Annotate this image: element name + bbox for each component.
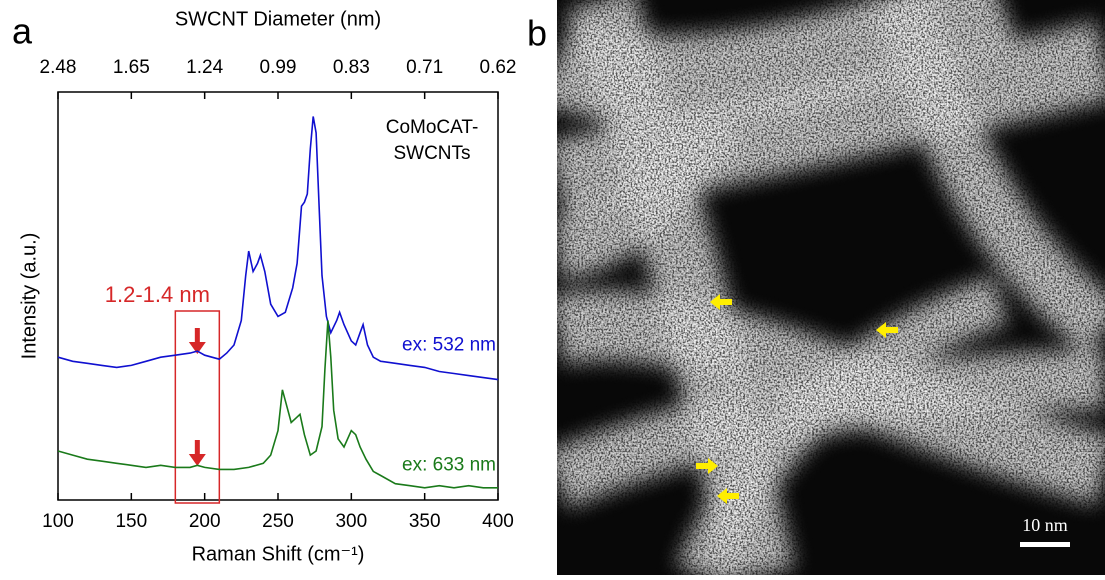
x-tick-label: 300 [335,511,367,532]
highlight-arrow [189,440,206,466]
x2-axis-title: SWCNT Diameter (nm) [175,8,381,30]
x-tick-label: 350 [409,511,441,532]
x-tick-label: 250 [262,511,294,532]
highlight-label: 1.2-1.4 nm [105,282,210,307]
figure: 10 nm b a SWCNT Diameter (nm) Raman Shif… [0,0,1105,575]
x-tick-label: 200 [189,511,221,532]
series-label: ex: 633 nm [402,455,496,476]
highlight-arrow [189,328,206,354]
x2-tick-label: 1.24 [186,57,223,78]
tem-image: 10 nm [557,0,1105,575]
x2-tick-label: 0.99 [260,57,297,78]
x-axis-title: Raman Shift (cm⁻¹) [192,543,365,565]
scale-bar-label: 10 nm [1022,515,1068,535]
y-axis-title: Intensity (a.u.) [18,233,40,360]
x2-tick-label: 0.71 [406,57,443,78]
annotation: CoMoCAT- [386,117,479,138]
x2-tick-label: 2.48 [40,57,77,78]
x2-tick-label: 0.83 [333,57,370,78]
x-tick-label: 150 [115,511,147,532]
panel-label: b [527,13,547,54]
scale-bar [1020,542,1070,547]
series-label: ex: 532 nm [402,334,496,355]
panel-label: a [12,11,33,52]
x2-tick-label: 0.62 [480,57,517,78]
x-tick-label: 100 [42,511,74,532]
annotation: SWCNTs [393,143,470,164]
x-tick-label: 400 [482,511,514,532]
x2-tick-label: 1.65 [113,57,150,78]
